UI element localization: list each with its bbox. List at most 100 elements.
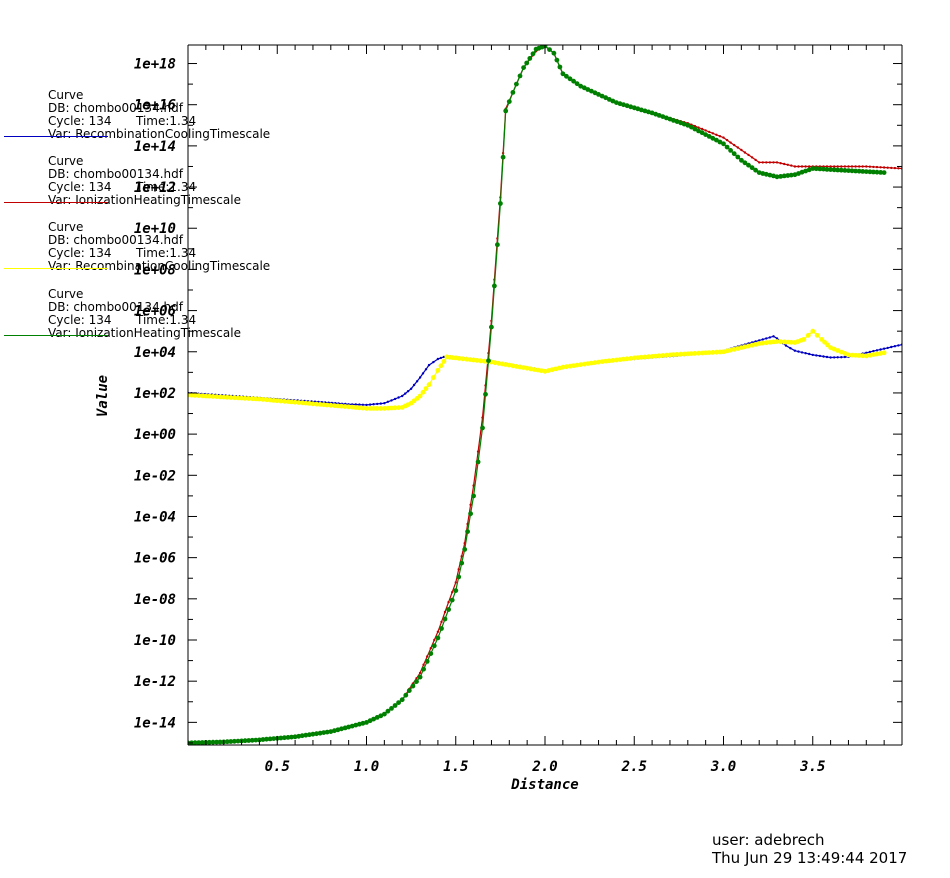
data-point [442, 616, 448, 622]
data-point [426, 382, 432, 388]
data-point [740, 148, 743, 152]
data-point [528, 366, 534, 372]
legend-swatch-line [4, 268, 108, 269]
data-point [731, 151, 737, 157]
data-point [412, 383, 416, 387]
data-point [835, 167, 841, 173]
data-point [410, 683, 416, 689]
data-point [886, 166, 889, 169]
data-point [831, 167, 837, 173]
data-point [228, 739, 234, 744]
data-point [257, 737, 262, 743]
y-tick-label: 1e-14 [134, 715, 176, 731]
data-point [310, 731, 316, 737]
data-point [278, 735, 284, 741]
data-point [728, 347, 733, 353]
data-point [897, 167, 900, 170]
data-point [635, 106, 641, 112]
data-point [624, 103, 630, 109]
data-point [856, 168, 862, 174]
data-point [872, 165, 875, 169]
legend-swatch-line [4, 136, 108, 137]
data-point [749, 165, 755, 171]
data-point [332, 403, 337, 408]
data-point [860, 353, 866, 359]
data-point [524, 365, 530, 371]
data-point [435, 635, 441, 641]
data-point [842, 168, 848, 173]
data-point [872, 349, 875, 353]
data-point [614, 100, 619, 105]
data-point [822, 355, 825, 358]
data-point [349, 404, 355, 410]
data-point [371, 716, 376, 722]
data-point [660, 353, 666, 358]
data-point [890, 166, 893, 170]
data-point [879, 166, 882, 169]
data-point [404, 392, 407, 395]
data-point [456, 356, 462, 361]
data-point [729, 141, 732, 144]
data-point [432, 360, 435, 364]
data-point [592, 360, 598, 365]
data-point [421, 372, 425, 375]
data-point [801, 337, 807, 342]
legend-curve-label: Curve [48, 287, 84, 301]
data-point [610, 358, 616, 363]
data-point [674, 119, 680, 124]
data-point [829, 356, 832, 359]
data-point [423, 386, 429, 391]
data-point [893, 345, 897, 348]
data-point [460, 555, 463, 558]
data-point [631, 355, 637, 361]
data-point [706, 134, 712, 139]
legend-curve-label: Curve [48, 154, 84, 168]
footer-user: user: adebrech [712, 831, 825, 849]
data-point [810, 166, 816, 171]
data-point [735, 346, 741, 351]
data-point [314, 401, 319, 407]
data-point [821, 166, 826, 172]
data-point [441, 359, 447, 364]
x-axis-title: Distance [510, 777, 578, 793]
x-tick-label: 3.5 [799, 759, 825, 775]
data-point [681, 121, 687, 127]
data-point [767, 339, 773, 345]
data-point [439, 356, 443, 360]
axis-layer: 1e+18 1e+16 1e+14 1e+12 1e+10 1e+08 1e+06 1e+04… [134, 44, 903, 775]
data-point [746, 162, 751, 168]
data-point [292, 734, 298, 740]
data-point [804, 165, 807, 168]
data-point [357, 405, 362, 411]
data-point [882, 166, 886, 169]
data-point [406, 688, 412, 693]
data-point [731, 346, 737, 352]
data-point [224, 394, 230, 400]
data-point [646, 354, 651, 360]
data-point [547, 47, 552, 52]
data-point [257, 396, 262, 402]
legend-time: Time:1.34 [136, 246, 197, 260]
data-point [742, 344, 748, 350]
data-point [585, 87, 591, 92]
data-point [703, 132, 708, 138]
data-point [564, 364, 569, 370]
data-point [697, 126, 700, 129]
data-point [758, 161, 761, 164]
data-point [207, 393, 212, 399]
data-point [424, 368, 428, 371]
data-point [847, 165, 850, 168]
data-point [472, 484, 475, 487]
data-point [667, 352, 673, 358]
x-tick-label: 1.0 [354, 759, 379, 775]
footer-date: Thu Jun 29 13:49:44 2017 [712, 849, 908, 867]
data-point [617, 357, 623, 362]
y-tick-label: 1e+14 [134, 139, 176, 155]
data-point [246, 738, 252, 743]
data-point [278, 398, 284, 404]
y-tick-label: 1e-02 [134, 468, 176, 484]
data-point [774, 174, 780, 180]
data-point [656, 353, 662, 359]
data-point [469, 503, 472, 506]
data-point [696, 350, 701, 356]
